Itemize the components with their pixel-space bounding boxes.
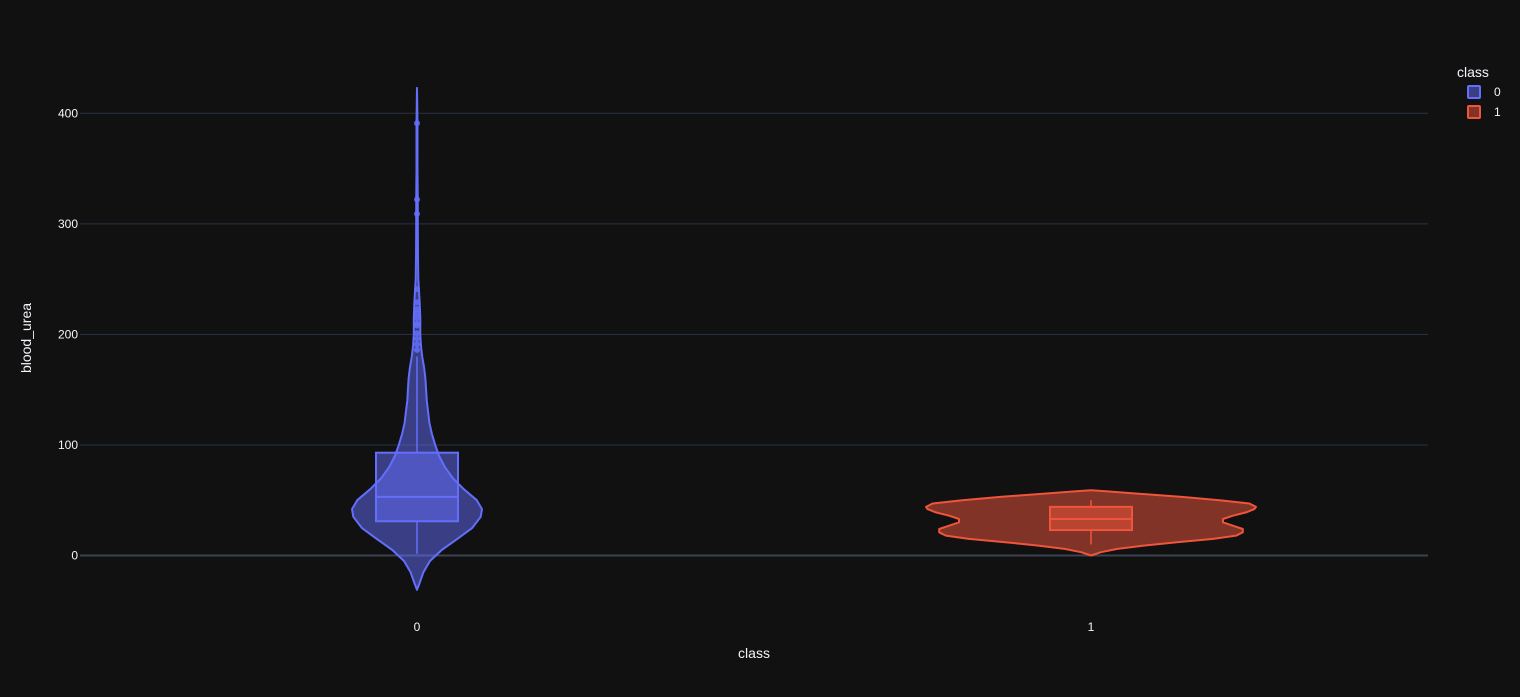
x-axis-title: class (738, 645, 770, 661)
outlier-point[interactable] (414, 120, 420, 127)
legend-label: 0 (1494, 85, 1501, 99)
x-tick-label: 1 (1088, 620, 1095, 634)
outlier-point[interactable] (414, 341, 420, 348)
y-axis-title: blood_urea (18, 303, 34, 373)
y-tick-labels: 0 100 200 300 400 (58, 106, 78, 562)
y-tick-label: 0 (71, 549, 78, 563)
outlier-point[interactable] (414, 314, 420, 321)
outlier-point[interactable] (414, 335, 420, 342)
legend-swatch (1467, 105, 1481, 119)
outlier-point[interactable] (414, 320, 420, 327)
violin-traces (351, 86, 1257, 591)
legend-title: class (1457, 64, 1489, 80)
legend-swatch (1467, 85, 1481, 99)
outlier-point[interactable] (414, 210, 420, 217)
outlier-point[interactable] (414, 286, 420, 293)
legend-label: 1 (1494, 105, 1501, 119)
x-tick-label: 0 (414, 620, 421, 634)
y-tick-label: 300 (58, 217, 78, 231)
legend-item-0[interactable]: 0 (1467, 85, 1501, 99)
violin-trace-1[interactable] (925, 489, 1257, 557)
box (375, 451, 459, 523)
outlier-point[interactable] (414, 299, 420, 306)
y-tick-label: 400 (58, 106, 78, 120)
outlier-point[interactable] (414, 330, 420, 337)
legend: class 0 1 (1457, 64, 1501, 119)
y-tick-label: 100 (58, 438, 78, 452)
outlier-point[interactable] (414, 310, 420, 317)
legend-item-1[interactable]: 1 (1467, 105, 1501, 119)
outlier-point[interactable] (414, 305, 420, 312)
outlier-point[interactable] (414, 346, 420, 353)
gridlines (80, 112, 1428, 557)
outlier-point[interactable] (414, 196, 420, 203)
y-tick-label: 200 (58, 327, 78, 341)
violin-trace-0[interactable] (351, 86, 483, 591)
